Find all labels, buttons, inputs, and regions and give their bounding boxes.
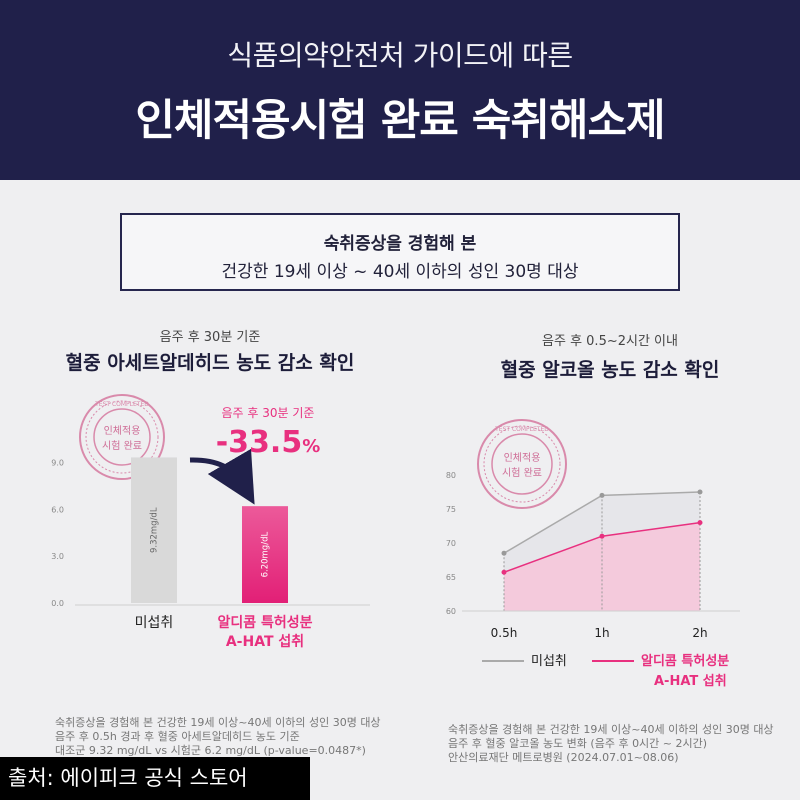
legend-label-test: 알디콤 특허성분 <box>641 653 729 669</box>
y-tick-label: 80 <box>446 471 456 480</box>
y-tick-label: 6.0 <box>51 505 64 514</box>
y-tick-label: 65 <box>446 573 456 582</box>
x-tick-label: 1h <box>594 626 609 640</box>
bar-value-label: 6.20mg/dL <box>261 532 271 578</box>
left-title: 혈중 아세트알데히드 농도 감소 확인 <box>65 352 355 374</box>
right-subtitle: 음주 후 0.5~2시간 이내 <box>542 334 678 349</box>
stamp-ring-text: TEST COMPLETED <box>94 401 149 408</box>
y-tick-label: 75 <box>446 505 456 514</box>
left-footnote: 숙취증상을 경험해 본 건강한 19세 이상~40세 이하의 성인 30명 대상… <box>55 716 395 758</box>
stamp-line-1: 인체적용 <box>504 452 541 464</box>
legend-label-test: A-HAT 섭취 <box>654 673 727 689</box>
left-footnote-line-3: 대조군 9.32 mg/dL vs 시험군 6.2 mg/dL (p-value… <box>55 744 366 757</box>
test-completed-stamp: TEST COMPLETED 인체적용 시험 완료 <box>477 419 567 509</box>
source-caption: 출처: 에이피크 공식 스토어 <box>0 757 310 800</box>
x-category-label: 알디콤 특허성분 <box>217 614 312 631</box>
data-point-test <box>697 520 703 526</box>
bar-chart: TEST COMPLETED 인체적용 시험 완료 음주 후 30분 기준 -3… <box>51 394 370 650</box>
right-footnote-line-3: 안산의료재단 메트로병원 (2024.07.01~08.06) <box>448 751 679 764</box>
subject-line-2: 건강한 19세 이상 ~ 40세 이하의 성인 30명 대상 <box>221 262 579 282</box>
callout-percentage: -33.5% <box>216 425 321 460</box>
bar <box>131 457 177 603</box>
x-tick-label: 2h <box>692 626 707 640</box>
data-point-control <box>697 489 703 495</box>
y-tick-label: 70 <box>446 539 456 548</box>
right-title: 혈중 알코올 농도 감소 확인 <box>500 359 720 381</box>
subject-line-1: 숙취증상을 경험해 본 <box>323 234 477 254</box>
x-category-label: A-HAT 섭취 <box>226 634 304 650</box>
y-tick-label: 0.0 <box>51 599 64 608</box>
stamp-ring-text: TEST COMPLETED <box>494 426 549 433</box>
stamp-line-2: 시험 완료 <box>102 440 142 452</box>
left-footnote-line-1: 숙취증상을 경험해 본 건강한 19세 이상~40세 이하의 성인 30명 대상 <box>55 716 381 729</box>
bar <box>242 506 288 603</box>
header-subtitle: 식품의약안전처 가이드에 따른 <box>227 39 573 72</box>
x-category-label: 미섭취 <box>135 615 174 631</box>
data-point-test <box>599 533 605 539</box>
callout-condition: 음주 후 30분 기준 <box>222 406 315 420</box>
area-test-group <box>504 522 700 611</box>
y-tick-label: 60 <box>446 607 456 616</box>
right-footnote-line-1: 숙취증상을 경험해 본 건강한 19세 이상~40세 이하의 성인 30명 대상 <box>448 723 774 736</box>
decrease-arrow <box>189 448 255 505</box>
x-tick-label: 0.5h <box>491 626 518 640</box>
test-completed-stamp: TEST COMPLETED 인체적용 시험 완료 <box>79 394 165 480</box>
data-point-control <box>501 550 507 556</box>
data-point-control <box>599 492 605 498</box>
subject-box: 숙취증상을 경험해 본 건강한 19세 이상 ~ 40세 이하의 성인 30명 … <box>120 213 680 291</box>
stamp-line-1: 인체적용 <box>104 425 141 437</box>
header-title: 인체적용시험 완료 숙취해소제 <box>135 96 665 146</box>
y-tick-label: 9.0 <box>51 458 64 467</box>
right-footnote: 숙취증상을 경험해 본 건강한 19세 이상~40세 이하의 성인 30명 대상… <box>448 723 788 765</box>
right-footnote-line-2: 음주 후 혈중 알코올 농도 변화 (음주 후 0시간 ~ 2시간) <box>448 737 708 750</box>
legend-label-control: 미섭취 <box>531 654 567 669</box>
line-chart: TEST COMPLETED 인체적용 시험 완료 60 65 70 75 80 0.5h… <box>446 419 740 689</box>
header-banner: 식품의약안전처 가이드에 따른 인체적용시험 완료 숙취해소제 <box>0 0 800 180</box>
left-footnote-line-2: 음주 후 0.5h 경과 후 혈중 아세트알데히드 농도 기준 <box>55 730 300 743</box>
bar-value-label: 9.32mg/dL <box>150 507 160 553</box>
y-tick-label: 3.0 <box>51 552 64 561</box>
data-point-test <box>501 569 507 575</box>
left-subtitle: 음주 후 30분 기준 <box>159 330 261 345</box>
stamp-line-2: 시험 완료 <box>502 467 542 479</box>
